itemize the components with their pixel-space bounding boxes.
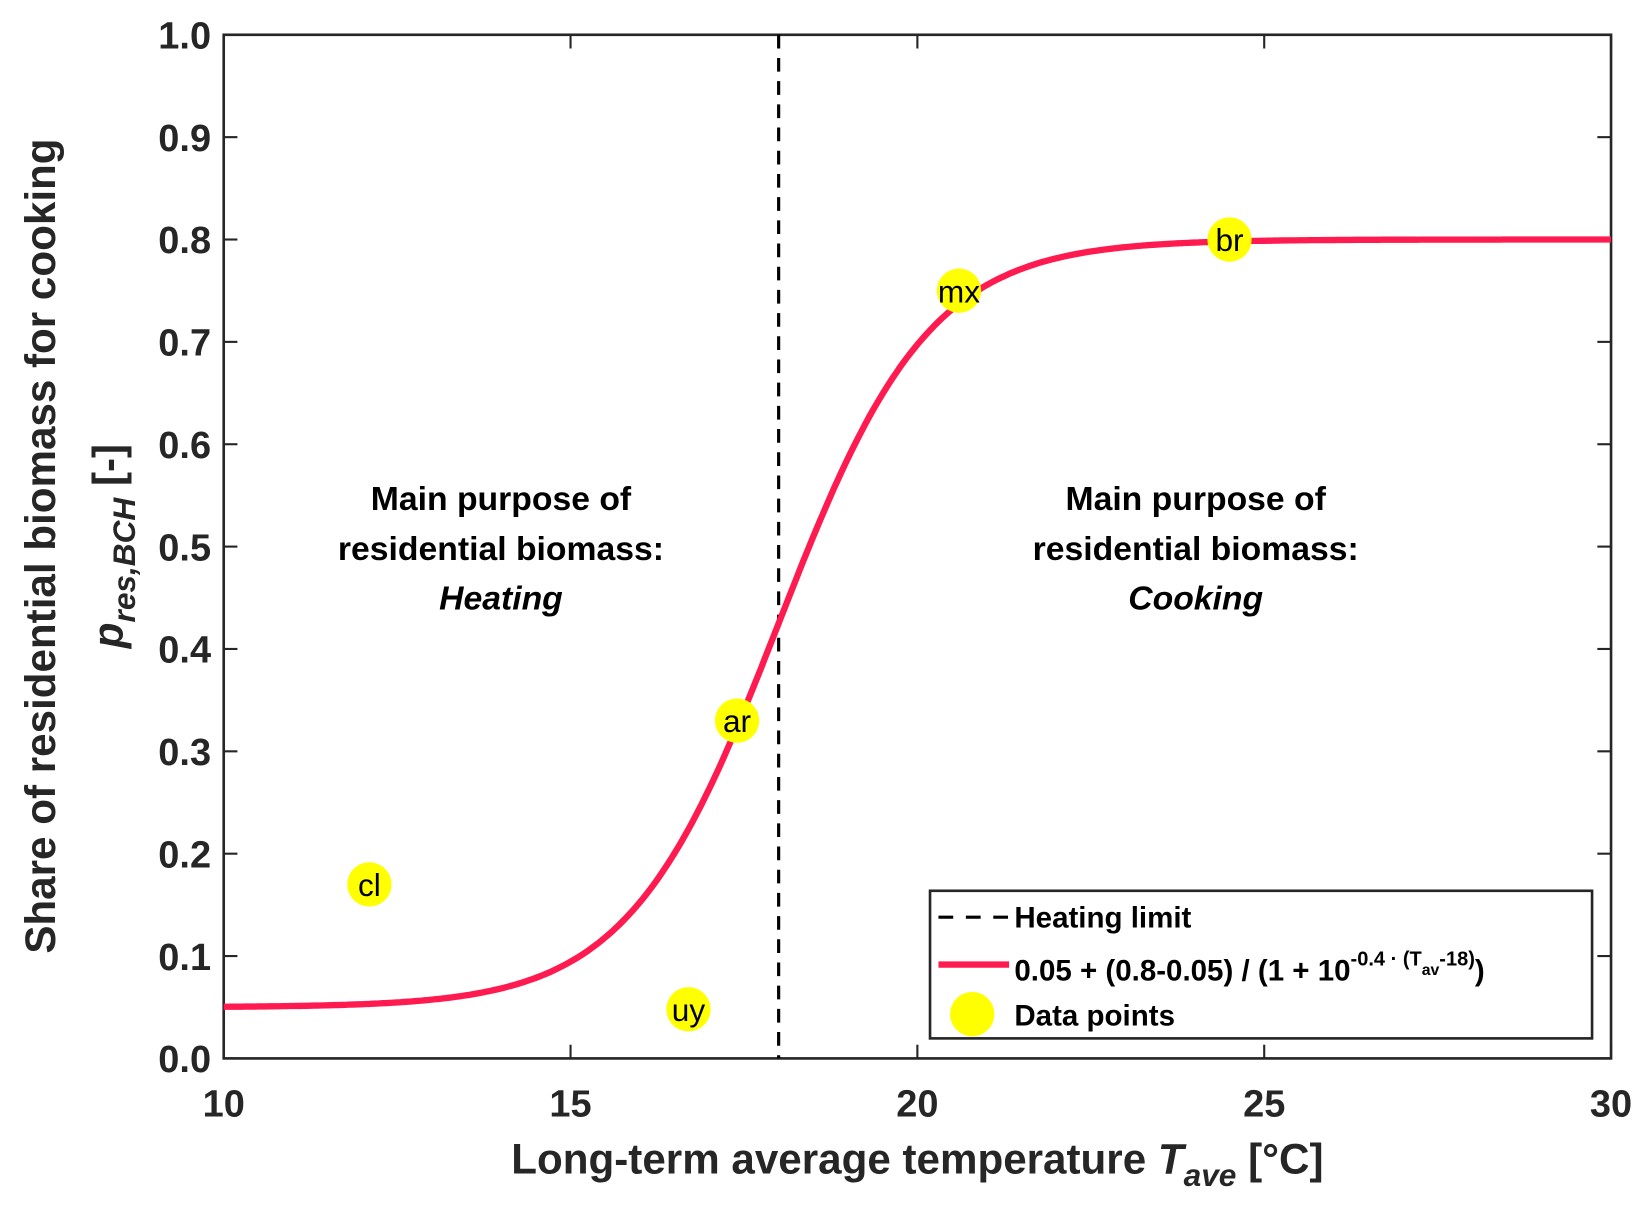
y-tick-label: 0.4 [158, 630, 211, 672]
logistic-curve [223, 236, 1612, 1010]
y-tick-label: 0.3 [158, 732, 211, 774]
data-point-label: mx [938, 273, 980, 309]
legend-data-points-swatch [950, 991, 995, 1037]
legend: Heating limit 0.05 + (0.8-0.05) / (1 + 1… [928, 889, 1594, 1040]
plot-area: cl uy ar mx br [223, 34, 1612, 1059]
y-axis-label-symbol: pres,BCH [-] [85, 444, 143, 649]
y-tick-label: 0.7 [158, 323, 211, 365]
legend-heating-limit-label: Heating limit [1014, 902, 1191, 935]
data-point-mx: mx [936, 268, 982, 313]
data-point-label: br [1215, 222, 1243, 258]
annotation-heating-line3: Heating [439, 579, 563, 617]
y-tick-label: 0.8 [158, 220, 211, 262]
data-point-marker [936, 268, 982, 313]
annotation-cooking-line2: residential biomass: [1033, 530, 1359, 568]
legend-curve-label: 0.05 + (0.8-0.05) / (1 + 10-0.4 · (Tav-1… [1014, 949, 1484, 988]
data-point-br: br [1207, 217, 1252, 262]
y-tick-label: 1.0 [158, 15, 211, 57]
ticks: 10 15 20 25 30 0.0 0.1 0.2 0.3 0.4 0.5 0.6 0.7 0.8 0.9… [158, 15, 1632, 1125]
data-point-marker [1207, 217, 1252, 262]
y-tick-label: 0.6 [158, 425, 211, 467]
annotation-cooking-line1: Main purpose of [1065, 480, 1326, 518]
x-tick-label: 30 [1590, 1083, 1632, 1125]
annotation-heating-line2: residential biomass: [338, 530, 664, 568]
y-tick-label: 0.1 [158, 937, 211, 979]
data-point-cl: cl [347, 862, 392, 907]
y-tick-label: 0.2 [158, 834, 211, 876]
data-point-label: uy [672, 992, 706, 1028]
annotation-cooking-line3: Cooking [1128, 579, 1263, 617]
y-tick-label: 0.0 [158, 1039, 211, 1081]
x-tick-label: 25 [1243, 1083, 1285, 1125]
y-tick-label: 0.5 [158, 527, 211, 569]
annotation-heating-line1: Main purpose of [371, 480, 632, 518]
x-axis-label: Long-term average temperature Tave [°C] [511, 1135, 1323, 1193]
y-tick-label: 0.9 [158, 118, 211, 160]
y-axis-label: Share of residential biomass for cooking [17, 138, 64, 953]
legend-box [928, 889, 1594, 1040]
data-point-label: cl [358, 867, 381, 903]
x-tick-label: 10 [203, 1083, 245, 1125]
x-tick-label: 20 [896, 1083, 938, 1125]
data-point-marker [347, 862, 392, 907]
x-tick-label: 15 [549, 1083, 591, 1125]
legend-data-points-label: Data points [1014, 1000, 1175, 1033]
data-point-label: ar [723, 703, 751, 739]
data-point-marker [666, 987, 711, 1032]
data-point-marker [714, 698, 760, 743]
data-point-ar: ar [714, 698, 760, 743]
data-point-uy: uy [666, 987, 711, 1032]
